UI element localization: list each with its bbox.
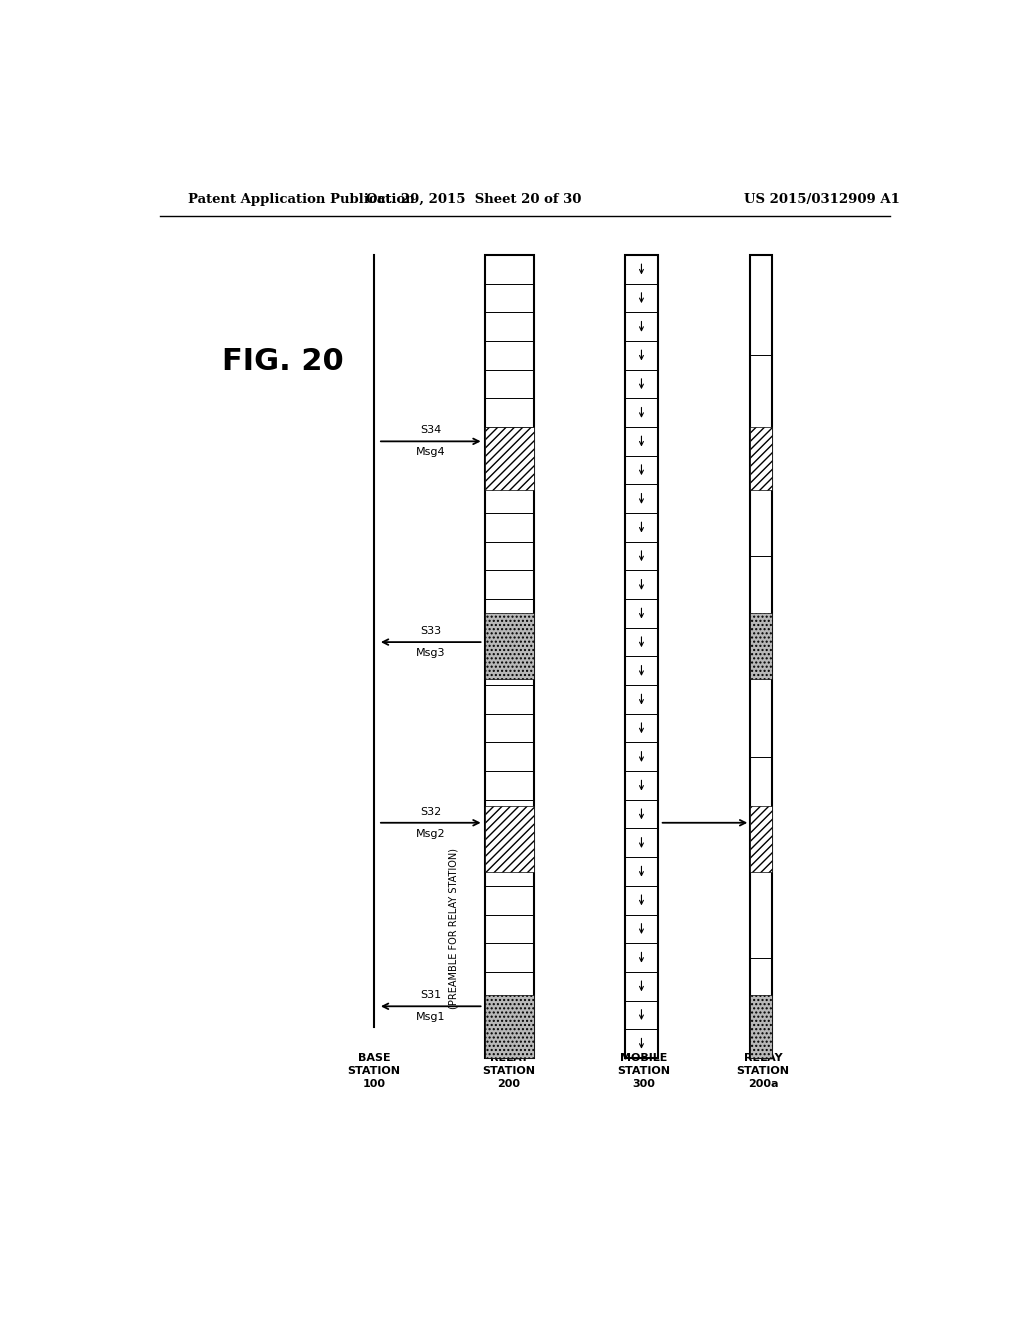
Text: (PREAMBLE FOR RELAY STATION): (PREAMBLE FOR RELAY STATION) — [449, 849, 459, 1010]
Bar — [485, 614, 535, 680]
Bar — [751, 805, 772, 871]
Text: RELAY
STATION
200: RELAY STATION 200 — [482, 1053, 536, 1089]
Text: RELAY
STATION
200a: RELAY STATION 200a — [736, 1053, 790, 1089]
Text: Msg2: Msg2 — [416, 829, 445, 840]
Bar — [625, 255, 658, 1057]
Bar — [751, 995, 772, 1057]
Text: BASE
STATION
100: BASE STATION 100 — [347, 1053, 400, 1089]
Text: Msg1: Msg1 — [416, 1012, 445, 1023]
Bar — [751, 255, 772, 1057]
Bar — [485, 428, 535, 490]
Text: Oct. 29, 2015  Sheet 20 of 30: Oct. 29, 2015 Sheet 20 of 30 — [366, 193, 581, 206]
Bar — [485, 255, 535, 1057]
Bar — [751, 614, 772, 680]
Bar — [485, 995, 535, 1057]
Text: S31: S31 — [420, 990, 441, 1001]
Text: MOBILE
STATION
300: MOBILE STATION 300 — [617, 1053, 671, 1089]
Text: Patent Application Publication: Patent Application Publication — [187, 193, 415, 206]
Text: Msg4: Msg4 — [416, 447, 445, 458]
Bar — [485, 805, 535, 871]
Text: S32: S32 — [420, 807, 441, 817]
Bar — [751, 428, 772, 490]
Text: FIG. 20: FIG. 20 — [222, 347, 344, 376]
Text: S34: S34 — [420, 425, 441, 436]
Text: S33: S33 — [420, 626, 441, 636]
Text: Msg3: Msg3 — [416, 648, 445, 659]
Text: US 2015/0312909 A1: US 2015/0312909 A1 — [744, 193, 900, 206]
